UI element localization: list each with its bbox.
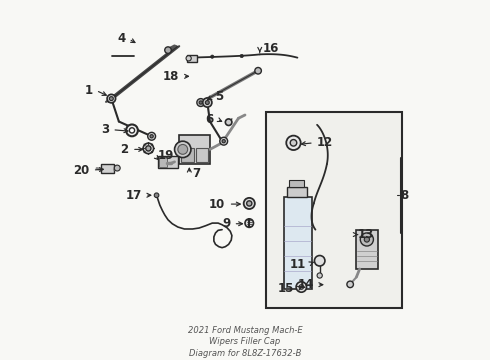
Text: 8: 8: [401, 189, 409, 202]
Circle shape: [146, 146, 151, 151]
Circle shape: [129, 128, 135, 133]
Circle shape: [296, 282, 307, 292]
Text: 4: 4: [117, 32, 125, 45]
Circle shape: [317, 273, 322, 278]
Text: 9: 9: [222, 217, 230, 230]
Circle shape: [315, 256, 325, 266]
Text: 15: 15: [278, 282, 294, 295]
Circle shape: [364, 237, 369, 242]
Text: 2021 Ford Mustang Mach-E
Wipers Filler Cap
Diagram for 8L8Z-17632-B: 2021 Ford Mustang Mach-E Wipers Filler C…: [188, 325, 302, 358]
Bar: [187, 55, 196, 62]
Bar: [101, 164, 114, 173]
Circle shape: [165, 47, 172, 53]
Text: 14: 14: [297, 278, 314, 291]
Circle shape: [347, 281, 353, 288]
Text: 18: 18: [163, 70, 179, 83]
Circle shape: [290, 140, 297, 146]
Circle shape: [143, 143, 153, 154]
Text: 7: 7: [193, 167, 201, 180]
Circle shape: [240, 54, 244, 58]
Circle shape: [199, 101, 202, 104]
Circle shape: [107, 94, 116, 103]
Circle shape: [299, 285, 304, 289]
Bar: [179, 135, 210, 164]
Text: 13: 13: [358, 228, 374, 241]
Text: 5: 5: [216, 90, 224, 103]
Circle shape: [109, 96, 113, 100]
Text: 2: 2: [121, 143, 129, 156]
Bar: [287, 187, 307, 197]
Circle shape: [203, 98, 212, 107]
Circle shape: [186, 56, 191, 61]
Circle shape: [178, 144, 188, 154]
Circle shape: [154, 193, 159, 198]
Text: 1: 1: [85, 84, 93, 97]
Bar: [289, 180, 304, 187]
Circle shape: [222, 140, 225, 143]
Circle shape: [360, 233, 373, 246]
Text: 19: 19: [158, 149, 174, 162]
Circle shape: [126, 125, 138, 136]
Text: 12: 12: [317, 136, 333, 149]
Circle shape: [174, 141, 191, 158]
Circle shape: [150, 135, 153, 138]
Circle shape: [246, 201, 252, 206]
Circle shape: [286, 136, 301, 150]
Circle shape: [245, 219, 253, 228]
Text: 20: 20: [73, 163, 89, 176]
Bar: [284, 197, 312, 289]
Bar: [158, 156, 178, 168]
Text: 3: 3: [101, 123, 109, 136]
Circle shape: [244, 198, 255, 209]
Bar: [196, 148, 208, 162]
Text: 17: 17: [125, 189, 142, 202]
Text: 11: 11: [290, 257, 306, 271]
Circle shape: [225, 119, 232, 126]
Text: 10: 10: [209, 198, 225, 211]
Circle shape: [255, 67, 261, 74]
Circle shape: [114, 165, 120, 171]
Text: 16: 16: [263, 42, 279, 55]
Circle shape: [197, 99, 205, 107]
Circle shape: [147, 132, 155, 140]
Text: 6: 6: [206, 113, 214, 126]
Bar: [159, 157, 168, 167]
Bar: [181, 148, 194, 162]
Bar: [356, 230, 378, 269]
Bar: [266, 112, 402, 308]
Circle shape: [211, 55, 214, 58]
Circle shape: [205, 100, 209, 104]
Circle shape: [220, 137, 228, 145]
